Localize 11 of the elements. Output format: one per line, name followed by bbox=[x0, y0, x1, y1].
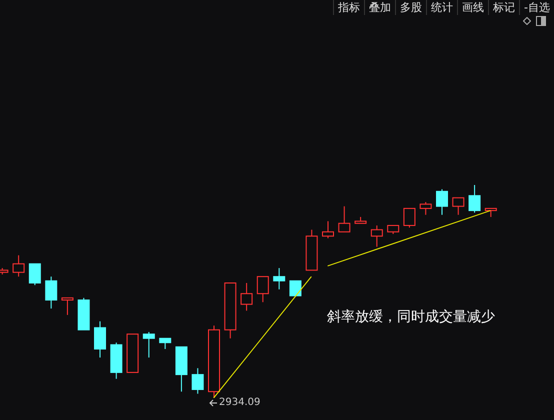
annotation: 2934.09 bbox=[219, 397, 260, 408]
text: 多股 bbox=[395, 0, 426, 15]
candlestick bbox=[273, 268, 286, 290]
text: 画线 bbox=[457, 0, 488, 15]
candlestick bbox=[45, 276, 58, 310]
text: 标记 bbox=[488, 0, 520, 15]
text: 统计 bbox=[426, 0, 458, 15]
annotation: 斜率放缓，同时成交量减少 bbox=[327, 308, 495, 326]
text: -自选 bbox=[519, 0, 554, 15]
text: 指标 bbox=[333, 0, 364, 15]
text: 叠加 bbox=[364, 0, 396, 15]
